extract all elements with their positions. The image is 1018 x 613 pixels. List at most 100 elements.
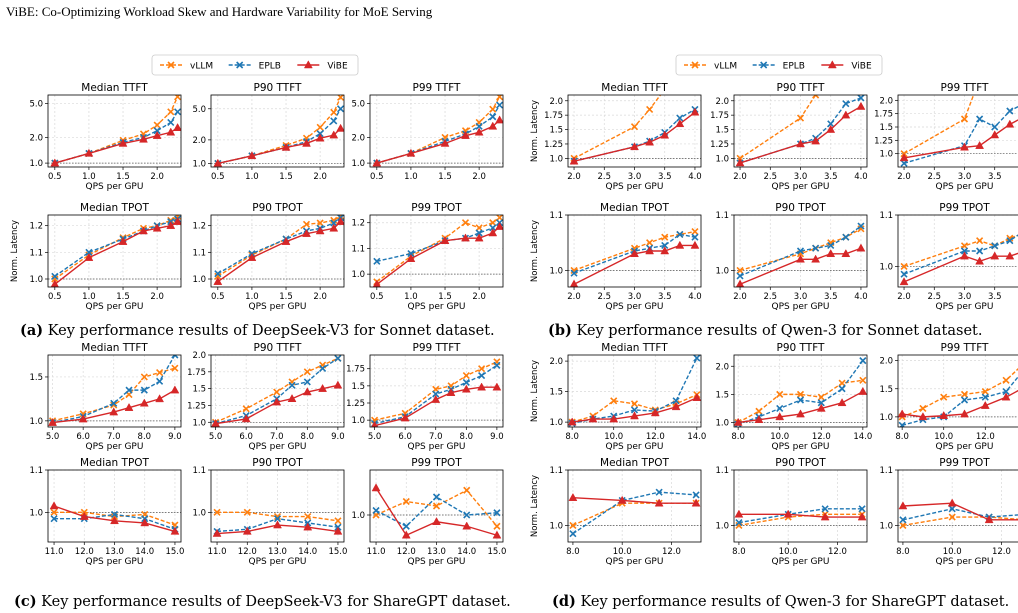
x-tick-label: 2.0 bbox=[733, 172, 747, 182]
data-point-eplb bbox=[462, 378, 470, 386]
x-tick-label: 2.0 bbox=[567, 292, 581, 302]
data-point-eplb bbox=[489, 224, 497, 232]
chart-d-p90-ttft: 8.0 10.0 12.0 14.0 1.0 1.5 2.0 P90 TTFT QPS per … bbox=[715, 342, 872, 452]
y-tick-label: 1.0 bbox=[29, 508, 43, 518]
plot-frame bbox=[733, 214, 868, 288]
data-point-vibe bbox=[474, 233, 484, 242]
data-point-vibe bbox=[213, 276, 223, 285]
y-axis-label: Norm. Latency bbox=[530, 475, 540, 537]
plot-frame bbox=[567, 214, 702, 288]
x-axis-label: QPS per GPU bbox=[249, 442, 307, 452]
y-tick-label: 1.0 bbox=[192, 508, 206, 518]
x-tick-label: 1.5 bbox=[279, 292, 293, 302]
series-group bbox=[898, 498, 1018, 529]
data-point-vllm bbox=[976, 237, 984, 245]
y-tick-label: 1.0 bbox=[715, 154, 729, 164]
x-tick-label: 10.0 bbox=[779, 547, 798, 557]
x-tick-label: 4.0 bbox=[854, 292, 868, 302]
data-point-eplb bbox=[303, 378, 311, 386]
legend-frame bbox=[675, 54, 883, 76]
x-tick-label: 1.0 bbox=[245, 292, 259, 302]
data-point-vibe bbox=[152, 223, 162, 232]
legend-label-vibe: ViBE bbox=[327, 62, 348, 72]
series-group bbox=[371, 483, 502, 539]
data-point-eplb bbox=[981, 393, 989, 401]
y-tick-label: 1.75 bbox=[187, 368, 206, 378]
data-point-vllm bbox=[334, 517, 342, 525]
x-tick-label: 5.0 bbox=[209, 432, 223, 442]
x-tick-label: 2.5 bbox=[764, 292, 778, 302]
data-point-vibe bbox=[660, 246, 670, 255]
data-point-vibe bbox=[371, 483, 381, 492]
x-axis-label: QPS per GPU bbox=[772, 442, 830, 452]
x-axis-label: QPS per GPU bbox=[249, 302, 307, 312]
data-point-eplb bbox=[373, 257, 381, 265]
data-point-vibe bbox=[692, 392, 701, 401]
data-point-vllm bbox=[992, 55, 998, 61]
x-tick-label: 10.0 bbox=[934, 432, 953, 442]
data-point-vllm bbox=[461, 219, 470, 227]
data-point-eplb bbox=[796, 396, 805, 404]
data-point-eplb bbox=[1006, 237, 1014, 245]
legend-label-eplb: EPLB bbox=[783, 62, 805, 72]
data-point-vllm bbox=[610, 397, 618, 405]
data-point-eplb bbox=[899, 516, 907, 524]
data-point-vibe bbox=[440, 138, 450, 147]
data-point-vllm bbox=[692, 40, 698, 46]
legend-marker-vibe bbox=[827, 60, 837, 69]
data-point-vibe bbox=[152, 130, 162, 139]
data-point-vibe bbox=[856, 101, 866, 110]
chart-title: P90 TPOT bbox=[775, 457, 826, 469]
data-point-vllm bbox=[1002, 376, 1010, 384]
chart-title: Median TTFT bbox=[601, 342, 668, 354]
series-line-eplb bbox=[572, 491, 697, 535]
y-tick-label: 2.0 bbox=[549, 357, 563, 367]
x-tick-label: 12.0 bbox=[397, 547, 416, 557]
data-point-vibe bbox=[272, 397, 282, 406]
data-point-vibe bbox=[302, 138, 311, 147]
x-tick-label: 3.0 bbox=[794, 292, 808, 302]
x-tick-label: 2.0 bbox=[733, 292, 747, 302]
data-point-vibe bbox=[939, 411, 949, 419]
y-tick-label: 1.1 bbox=[351, 244, 365, 254]
x-tick-label: 11.0 bbox=[208, 547, 227, 557]
series-line-eplb bbox=[375, 496, 498, 528]
x-tick-label: 3.0 bbox=[628, 172, 642, 182]
x-tick-label: 13.0 bbox=[105, 547, 124, 557]
data-point-vibe bbox=[84, 148, 94, 157]
y-tick-label: 1.75 bbox=[710, 111, 729, 121]
plot-frame bbox=[210, 94, 345, 168]
data-point-vibe bbox=[440, 235, 450, 244]
x-tick-label: 1.0 bbox=[245, 172, 259, 182]
data-point-vibe bbox=[820, 512, 830, 521]
data-point-vibe bbox=[488, 228, 498, 237]
chart-title: Median TTFT bbox=[601, 82, 668, 94]
data-point-vllm bbox=[330, 108, 338, 116]
y-tick-label: 1.1 bbox=[715, 466, 729, 476]
data-point-eplb bbox=[174, 108, 181, 116]
data-point-eplb bbox=[655, 488, 663, 496]
data-point-eplb bbox=[991, 242, 999, 250]
x-tick-label: 12.0 bbox=[646, 432, 665, 442]
legend-label-vibe: ViBE bbox=[851, 62, 872, 72]
x-tick-label: 3.5 bbox=[824, 172, 838, 182]
x-axis-label: QPS per GPU bbox=[86, 442, 144, 452]
plot-frame bbox=[47, 94, 182, 168]
data-point-vibe bbox=[826, 249, 836, 258]
data-point-eplb bbox=[821, 505, 829, 513]
data-point-vibe bbox=[898, 501, 908, 510]
x-tick-label: 15.0 bbox=[165, 547, 184, 557]
data-point-vibe bbox=[124, 402, 134, 411]
data-point-vibe bbox=[139, 134, 148, 143]
data-point-vibe bbox=[461, 130, 470, 139]
chart-d-p90-tpot: 8.0 10.0 12.0 1.0 1.1 P90 TPOT QPS per GPU bbox=[715, 457, 868, 567]
y-tick-label: 1.5 bbox=[715, 126, 729, 136]
data-point-vllm bbox=[316, 219, 324, 227]
y-tick-label: 2.0 bbox=[879, 96, 893, 106]
y-tick-label: 1.0 bbox=[192, 275, 206, 285]
data-point-vibe bbox=[431, 394, 441, 403]
data-point-vibe bbox=[990, 130, 1000, 139]
chart-a-p90-tpot: 0.5 1.0 1.5 2.0 1.0 1.1 1.2 P90 TPOT QPS per GPU bbox=[192, 202, 345, 312]
y-tick-label: 1.1 bbox=[879, 211, 893, 221]
